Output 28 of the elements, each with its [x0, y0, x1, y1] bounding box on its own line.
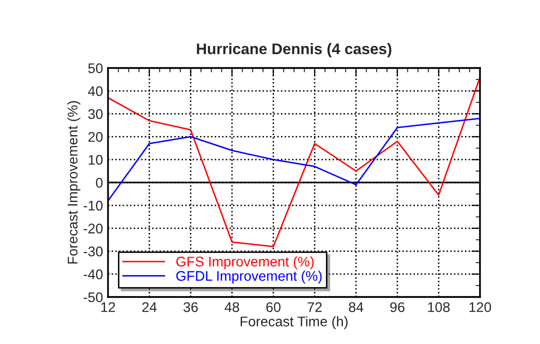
- y-tick-label: 40: [88, 86, 103, 96]
- y-axis-title: Forecast Improvement (%): [67, 101, 80, 264]
- y-tick-label: -30: [84, 246, 103, 256]
- x-tick-label: 72: [308, 302, 322, 312]
- chart-title: Hurricane Dennis (4 cases): [196, 43, 392, 58]
- line-series: [108, 76, 480, 248]
- y-tick-label: -40: [84, 269, 103, 280]
- x-tick-label: 84: [348, 302, 364, 312]
- y-tick-label: 0: [96, 178, 103, 188]
- y-tick-label: 50: [88, 63, 103, 74]
- x-tick-label: 108: [428, 302, 450, 312]
- x-tick-label: 48: [224, 302, 240, 312]
- x-tick-label: 120: [469, 302, 492, 312]
- line-series: [108, 118, 480, 202]
- x-tick-label: 24: [142, 302, 157, 312]
- x-tick-label: 96: [390, 302, 404, 312]
- y-tick-label: 30: [88, 109, 103, 119]
- x-axis-title: Forecast Time (h): [240, 316, 348, 330]
- x-tick-label: 60: [266, 302, 281, 312]
- y-tick-label: -10: [84, 200, 103, 211]
- y-tick-label: -20: [84, 224, 103, 234]
- y-tick-label: 20: [88, 132, 103, 142]
- legend-label: GFDL Improvement (%): [176, 270, 322, 284]
- y-tick-label: -50: [84, 292, 103, 302]
- legend-label: GFS Improvement (%): [176, 256, 314, 270]
- x-tick-label: 12: [101, 302, 116, 312]
- y-tick-label: 10: [88, 154, 103, 165]
- x-tick-label: 36: [183, 302, 198, 312]
